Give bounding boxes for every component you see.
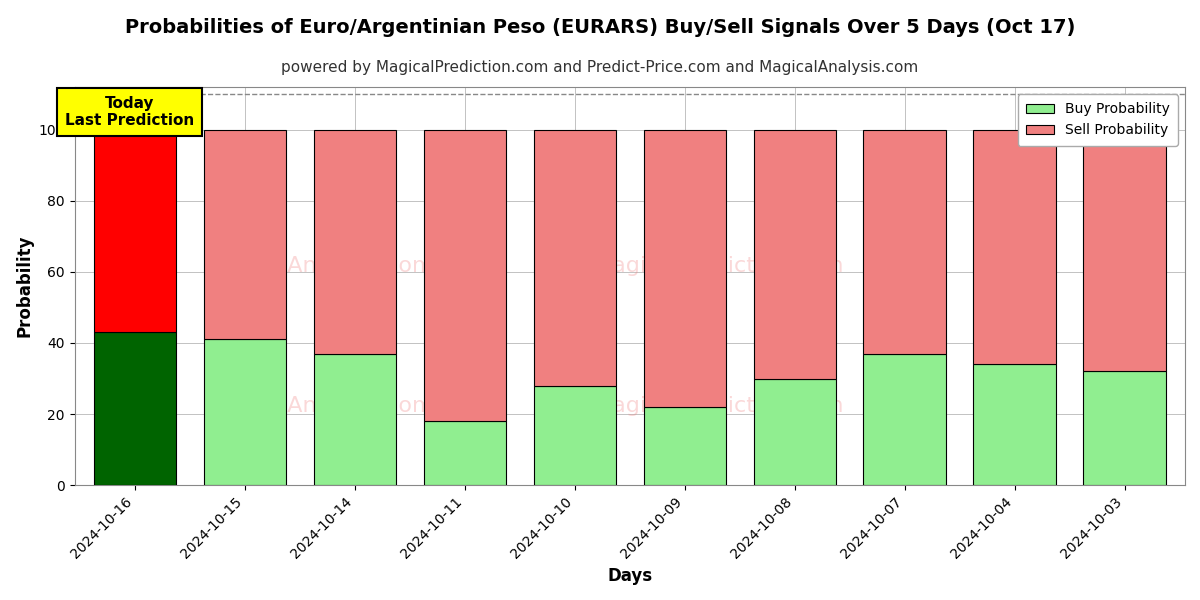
Bar: [94, 332, 176, 485]
X-axis label: Days: Days: [607, 567, 653, 585]
Bar: [424, 421, 506, 485]
Bar: [204, 130, 287, 340]
Bar: [94, 130, 176, 332]
Bar: [534, 130, 616, 386]
Text: MagicalPrediction.com: MagicalPrediction.com: [594, 256, 844, 276]
Bar: [643, 130, 726, 407]
Bar: [864, 130, 946, 353]
Text: MagicalPrediction.com: MagicalPrediction.com: [594, 395, 844, 416]
Bar: [864, 353, 946, 485]
Bar: [754, 379, 836, 485]
Text: powered by MagicalPrediction.com and Predict-Price.com and MagicalAnalysis.com: powered by MagicalPrediction.com and Pre…: [281, 60, 919, 75]
Bar: [754, 130, 836, 379]
Bar: [534, 386, 616, 485]
Text: MagicalAnalysis.com: MagicalAnalysis.com: [203, 256, 434, 276]
Bar: [643, 407, 726, 485]
Bar: [313, 130, 396, 353]
Bar: [1084, 130, 1165, 371]
Bar: [973, 130, 1056, 364]
Y-axis label: Probability: Probability: [16, 235, 34, 337]
Bar: [1084, 371, 1165, 485]
Text: MagicalAnalysis.com: MagicalAnalysis.com: [203, 395, 434, 416]
Text: Probabilities of Euro/Argentinian Peso (EURARS) Buy/Sell Signals Over 5 Days (Oc: Probabilities of Euro/Argentinian Peso (…: [125, 18, 1075, 37]
Bar: [424, 130, 506, 421]
Bar: [313, 353, 396, 485]
Bar: [973, 364, 1056, 485]
Bar: [204, 340, 287, 485]
Legend: Buy Probability, Sell Probability: Buy Probability, Sell Probability: [1018, 94, 1178, 146]
Text: Today
Last Prediction: Today Last Prediction: [65, 96, 194, 128]
